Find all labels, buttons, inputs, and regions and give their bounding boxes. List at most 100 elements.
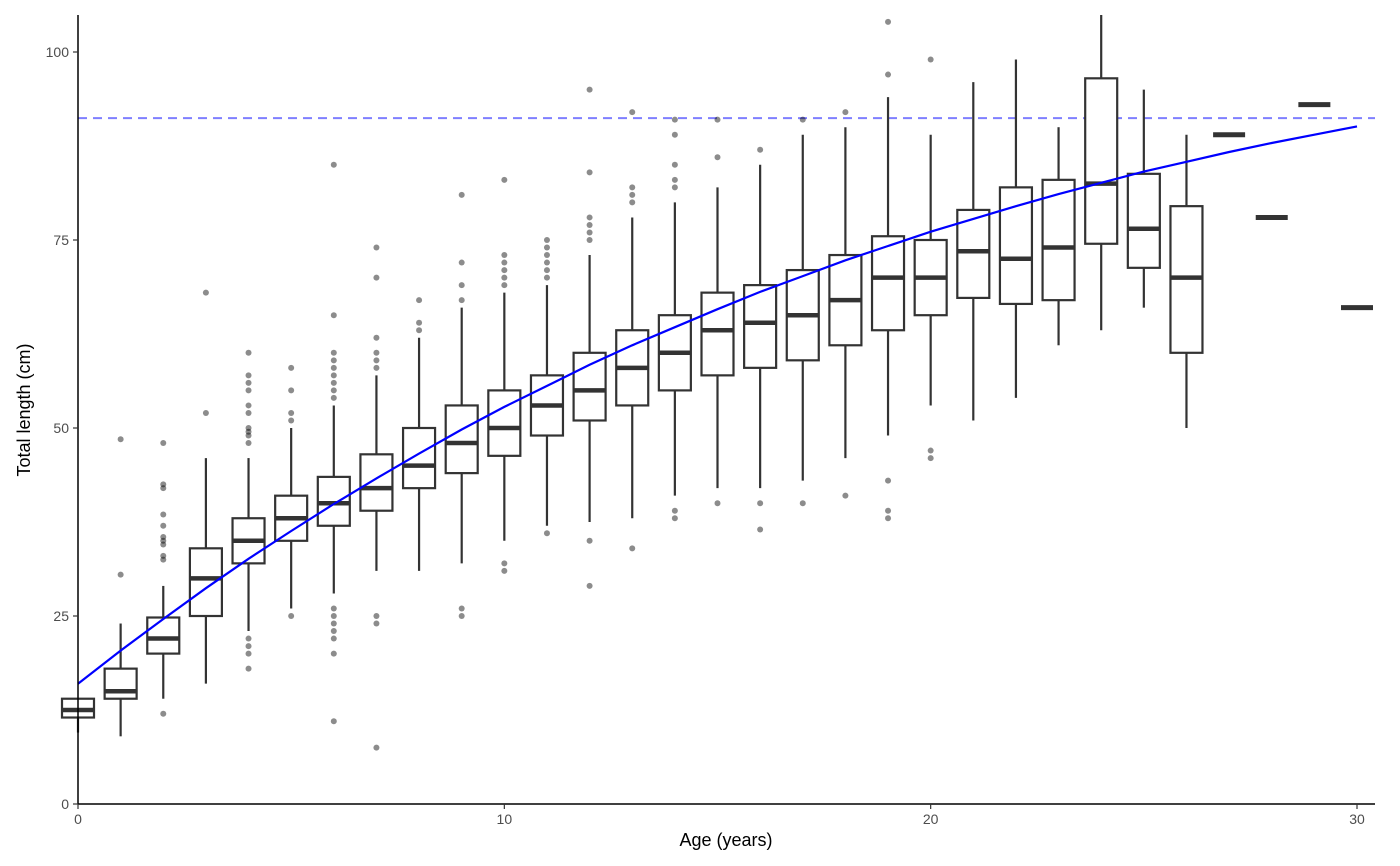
- outlier-point: [501, 282, 508, 289]
- x-tick-label: 0: [74, 811, 82, 827]
- outlier-point: [245, 379, 252, 386]
- y-tick-label: 25: [53, 608, 69, 624]
- outlier-point: [586, 86, 593, 93]
- outlier-point: [245, 440, 252, 447]
- outlier-point: [330, 312, 337, 319]
- outlier-point: [160, 481, 167, 488]
- outlier-point: [671, 184, 678, 191]
- y-axis-title: Total length (cm): [14, 343, 34, 476]
- box-age-10: [487, 176, 522, 574]
- x-tick-label: 20: [923, 811, 939, 827]
- box: [103, 667, 138, 700]
- outlier-point: [330, 718, 337, 725]
- outlier-point: [373, 364, 380, 371]
- y-tick-label: 75: [53, 232, 69, 248]
- outlier-point: [245, 432, 252, 439]
- outlier-point: [543, 530, 550, 537]
- outlier-point: [586, 169, 593, 176]
- box-age-3: [188, 289, 223, 684]
- outlier-point: [671, 507, 678, 514]
- outlier-point: [288, 364, 295, 371]
- outlier-point: [245, 387, 252, 394]
- outlier-point: [671, 515, 678, 522]
- box: [743, 284, 778, 369]
- outlier-point: [330, 628, 337, 635]
- outlier-point: [202, 289, 209, 296]
- growth-curve: [77, 125, 1358, 685]
- outlier-point: [501, 252, 508, 259]
- box-age-6: [316, 161, 351, 725]
- box: [146, 616, 181, 655]
- box-age-1: [103, 436, 138, 737]
- outlier-point: [330, 650, 337, 657]
- box: [998, 186, 1034, 306]
- outlier-point: [714, 154, 721, 161]
- outlier-point: [629, 199, 636, 206]
- x-axis-ticks: 0 10 20 30: [74, 804, 1365, 827]
- box: [188, 547, 223, 618]
- box: [359, 453, 394, 512]
- outlier-point: [160, 522, 167, 529]
- outlier-point: [245, 402, 252, 409]
- outlier-point: [671, 176, 678, 183]
- outlier-point: [245, 349, 252, 356]
- outlier-point: [586, 537, 593, 544]
- box-age-7: [359, 244, 394, 751]
- box-age-26: [1169, 134, 1204, 428]
- outlier-point: [885, 71, 892, 78]
- box-age-16: [743, 146, 778, 533]
- outlier-point: [416, 297, 423, 304]
- box-age-24: [1084, 15, 1119, 331]
- box-age-17: [785, 116, 820, 507]
- outlier-point: [501, 267, 508, 274]
- outlier-point: [629, 191, 636, 198]
- box-age-18: [828, 109, 863, 499]
- box: [572, 351, 607, 422]
- outlier-point: [927, 455, 934, 462]
- box-age-21: [956, 82, 991, 421]
- box-age-22: [998, 59, 1034, 398]
- outlier-point: [543, 267, 550, 274]
- outlier-point: [330, 161, 337, 168]
- outlier-point: [160, 710, 167, 717]
- outlier-point: [330, 635, 337, 642]
- outlier-point: [330, 379, 337, 386]
- outlier-point: [330, 357, 337, 364]
- box-age-25: [1126, 89, 1161, 308]
- outlier-point: [373, 744, 380, 751]
- x-tick-label: 30: [1349, 811, 1365, 827]
- outlier-point: [160, 537, 167, 544]
- outlier-point: [458, 191, 465, 198]
- outlier-point: [543, 244, 550, 251]
- plot-area: [60, 15, 1375, 751]
- outlier-point: [330, 349, 337, 356]
- outlier-point: [416, 319, 423, 326]
- outlier-point: [543, 274, 550, 281]
- box-age-20: [913, 56, 948, 462]
- box-age-19: [870, 18, 906, 522]
- outlier-point: [373, 244, 380, 251]
- outlier-point: [458, 259, 465, 266]
- box: [870, 235, 906, 332]
- outlier-point: [885, 477, 892, 484]
- outlier-point: [714, 116, 721, 123]
- box-age-23: [1041, 127, 1076, 346]
- outlier-point: [842, 109, 849, 116]
- outlier-point: [330, 364, 337, 371]
- outlier-point: [245, 643, 252, 650]
- outlier-point: [543, 252, 550, 259]
- outlier-point: [543, 259, 550, 266]
- y-tick-label: 50: [53, 420, 69, 436]
- outlier-point: [245, 372, 252, 379]
- outlier-point: [714, 500, 721, 507]
- outlier-point: [501, 560, 508, 567]
- outlier-point: [757, 526, 764, 533]
- outlier-point: [416, 327, 423, 334]
- outlier-point: [245, 665, 252, 672]
- outlier-point: [586, 229, 593, 236]
- outlier-point: [885, 515, 892, 522]
- outlier-point: [160, 541, 167, 548]
- outlier-point: [373, 334, 380, 341]
- outlier-point: [458, 297, 465, 304]
- outlier-point: [671, 161, 678, 168]
